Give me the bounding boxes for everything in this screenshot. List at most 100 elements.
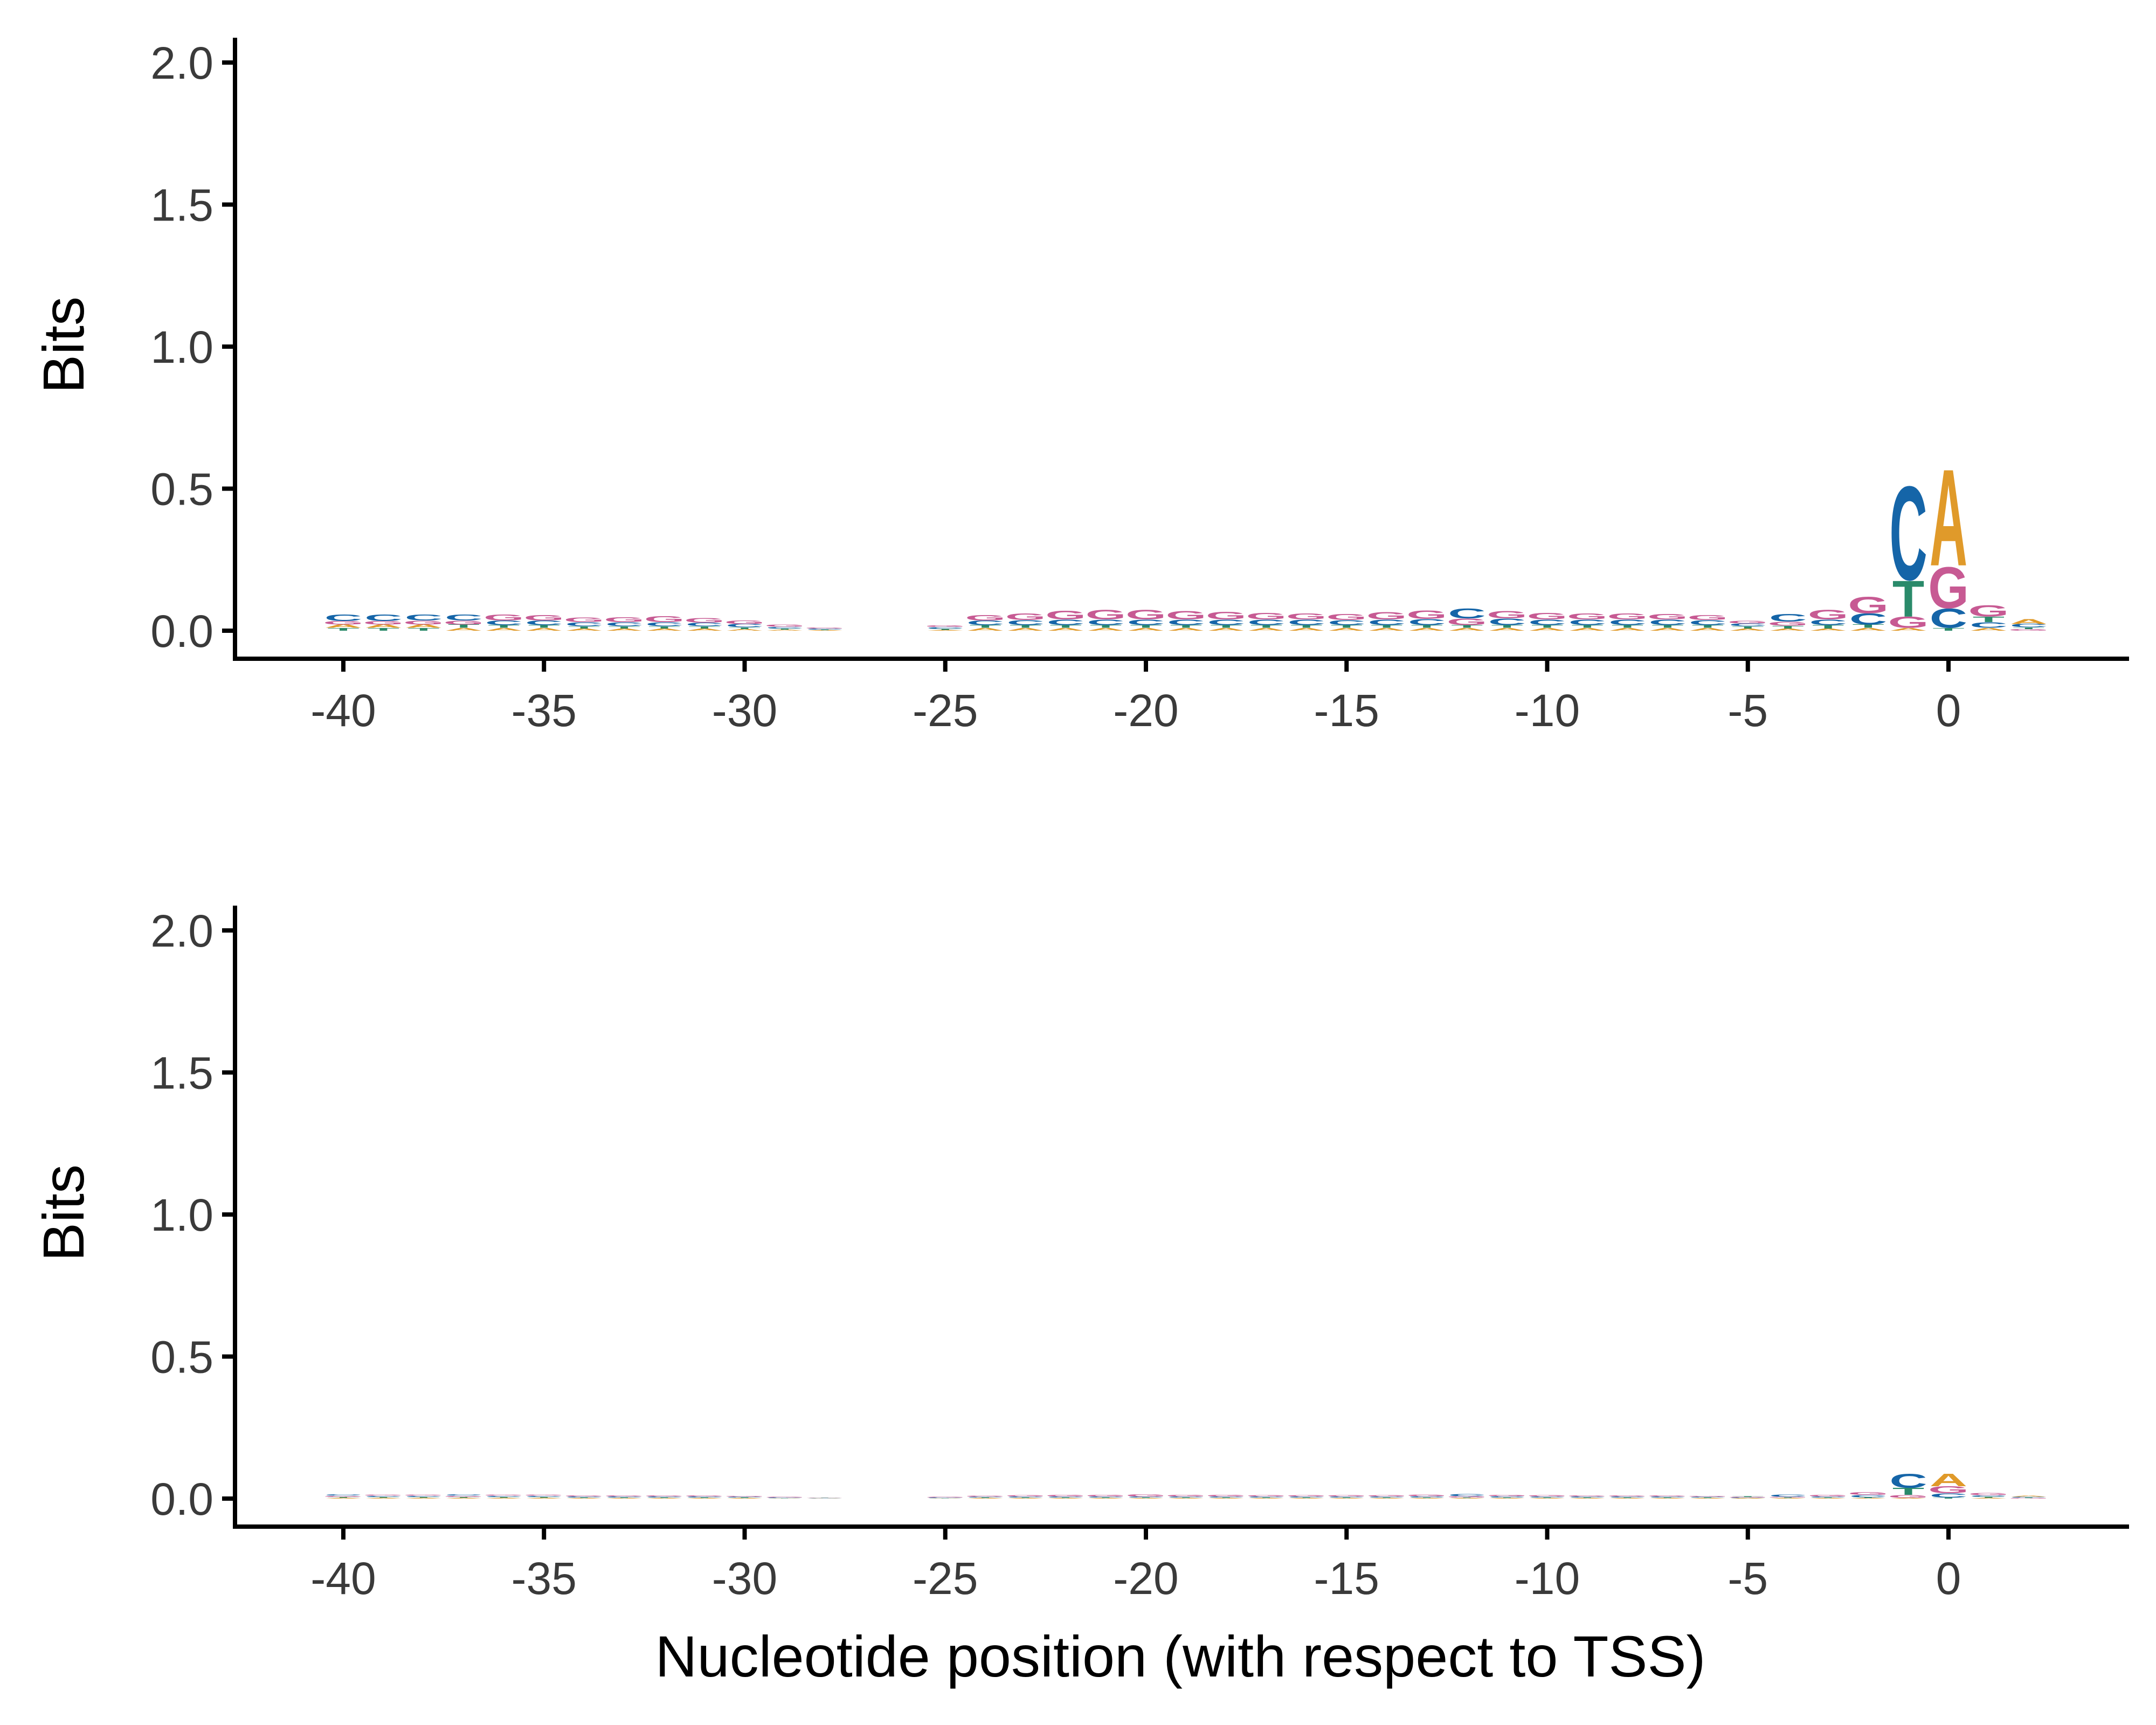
bottom-logo-letter-T: T <box>729 1498 761 1499</box>
bottom-logo-letter-T: T <box>1250 1498 1282 1499</box>
top-logo-letter-A: A <box>445 627 482 631</box>
top-logo-letter-A: A <box>1528 627 1566 631</box>
bottom-logo-letter-C: C <box>1729 1498 1767 1499</box>
top-logo-letter-C: C <box>525 619 563 626</box>
top-logo-letter-C: C <box>605 621 643 627</box>
bottom-logo-letter-C: C <box>966 1496 1004 1498</box>
bottom-logo-letter-T: T <box>488 1496 520 1498</box>
top-logo-letter-C: C <box>1729 623 1767 627</box>
bottom-logo-letter-G: G <box>925 1497 966 1498</box>
bottom-logo-letter-C: C <box>927 1498 964 1499</box>
bottom-logo-letter-T: T <box>1612 1498 1643 1499</box>
top-logo-letter-G: G <box>2008 629 2049 631</box>
bottom-x-tick-label: -10 <box>1515 1553 1580 1604</box>
top-logo-letter-C: C <box>1528 618 1566 626</box>
top-logo-letter-G: G <box>1607 611 1648 621</box>
bottom-logo-letter-C: C <box>1328 1496 1365 1498</box>
top-logo-letter-C: C <box>485 619 523 626</box>
bottom-logo-letter-G: G <box>1688 1495 1729 1496</box>
bottom-y-axis-title: Bits <box>31 1164 96 1261</box>
top-logo-letter-G: G <box>1086 608 1127 623</box>
bottom-logo-letter-T: T <box>1010 1498 1041 1499</box>
bottom-logo-letter-T: T <box>1812 1498 1844 1499</box>
bottom-x-tick-label: -40 <box>310 1553 376 1604</box>
top-logo-letter-G: G <box>1406 608 1447 622</box>
bottom-logo-letter-C: C <box>1769 1494 1807 1498</box>
top-logo-letter-A: A <box>1689 627 1726 631</box>
top-logo-letter-A: A <box>1167 627 1205 631</box>
bottom-logo-letter-A: A <box>1488 1498 1526 1499</box>
top-x-tick-label: -40 <box>310 685 376 736</box>
top-logo-letter-G: G <box>1166 609 1207 622</box>
top-logo-letter-A: A <box>1408 627 1446 631</box>
bottom-logo-letter-C: C <box>1849 1494 1887 1498</box>
top-logo-letter-T: T <box>809 630 841 631</box>
bottom-logo-letter-G: G <box>2008 1498 2049 1499</box>
bottom-logo-letter-C: C <box>2010 1496 2048 1498</box>
top-x-tick-label: -35 <box>512 685 577 736</box>
top-logo-letter-C: C <box>1889 459 1927 609</box>
bottom-logo-letter-A: A <box>806 1498 844 1499</box>
bottom-logo-letter-A: A <box>565 1498 603 1499</box>
top-logo-letter-T: T <box>1010 624 1041 629</box>
top-logo-letter-T: T <box>608 626 640 630</box>
bottom-logo-letter-T: T <box>648 1498 680 1499</box>
top-y-tick-label: 2.0 <box>150 38 213 88</box>
bottom-logo-letter-G: G <box>1286 1494 1327 1496</box>
bottom-y-tick-label: 1.0 <box>150 1190 213 1240</box>
top-logo-letter-T: T <box>327 627 359 631</box>
top-logo-letter-A: A <box>2010 617 2048 625</box>
bottom-logo-letter-T: T <box>1932 1497 1964 1499</box>
bottom-logo-panel: ATGCATCGATCGATGCATCGATCGATCGATCGATCGATCG… <box>31 906 2129 1689</box>
bottom-logo-letter-G: G <box>1567 1495 1608 1496</box>
top-logo-letter-A: A <box>1649 627 1687 631</box>
top-logo-letter-A: A <box>565 628 603 632</box>
bottom-logo-letter-G: G <box>1086 1494 1127 1497</box>
top-logo-letter-C: C <box>405 612 443 622</box>
top-logo-letter-C: C <box>1488 617 1526 627</box>
top-logo-letter-A: A <box>1007 627 1045 631</box>
top-logo-letter-A: A <box>1809 628 1847 632</box>
top-logo-letter-T: T <box>448 624 480 629</box>
bottom-logo-letter-C: C <box>1288 1496 1325 1498</box>
bottom-logo-letter-G: G <box>1888 1494 1929 1499</box>
bottom-logo-letter-A: A <box>1769 1498 1807 1499</box>
top-logo-letter-T: T <box>688 626 720 630</box>
top-logo-letter-C: C <box>1769 611 1807 624</box>
bottom-logo-letter-G: G <box>1607 1495 1648 1496</box>
bottom-logo-letter-C: C <box>1247 1496 1285 1498</box>
bottom-logo-letter-T: T <box>327 1496 359 1498</box>
bottom-x-tick-label: -25 <box>913 1553 978 1604</box>
top-logo-letter-T: T <box>568 626 600 630</box>
bottom-x-ticks: -40 -35 -30 -25 -20 -15 -10 -5 0 <box>310 1527 1961 1604</box>
bottom-logo-letter-A: A <box>1087 1498 1124 1499</box>
bottom-logo-letter-C: C <box>766 1498 804 1499</box>
top-logo-letter-T: T <box>1331 624 1363 629</box>
bottom-logo-letter-A: A <box>686 1498 723 1499</box>
bottom-logo-letter-A: A <box>324 1498 362 1499</box>
top-logo-letter-C: C <box>1328 618 1365 626</box>
top-logo-letter-A: A <box>1207 627 1245 631</box>
bottom-logo-letter-C: C <box>1207 1496 1245 1498</box>
bottom-logo-letter-C: C <box>686 1496 723 1498</box>
bottom-logo-letter-G: G <box>564 1495 605 1496</box>
bottom-logo-letter-A: A <box>1288 1498 1325 1499</box>
bottom-logo-letter-G: G <box>644 1495 685 1496</box>
top-logo-letter-G: G <box>1727 620 1768 624</box>
top-logo-letter-G: G <box>1286 611 1327 621</box>
top-logo-letter-C: C <box>646 621 683 627</box>
bottom-logo-letter-C: C <box>806 1498 844 1499</box>
bottom-logo-letter-A: A <box>405 1498 443 1499</box>
bottom-logo-letter-T: T <box>1451 1498 1483 1499</box>
bottom-logo-letter-T: T <box>448 1496 480 1498</box>
top-logo-letter-T: T <box>1451 624 1483 629</box>
bottom-logo-letter-A: A <box>605 1498 643 1499</box>
bottom-logo-letter-C: C <box>1167 1496 1205 1498</box>
bottom-logo-letter-C: C <box>565 1496 603 1498</box>
bottom-logo-letter-C: C <box>525 1495 563 1497</box>
top-logo-letter-C: C <box>1207 618 1245 626</box>
bottom-logo-letter-C: C <box>1930 1492 1967 1499</box>
top-logo-letter-T: T <box>1411 624 1442 629</box>
bottom-logo-letter-C: C <box>485 1495 523 1497</box>
